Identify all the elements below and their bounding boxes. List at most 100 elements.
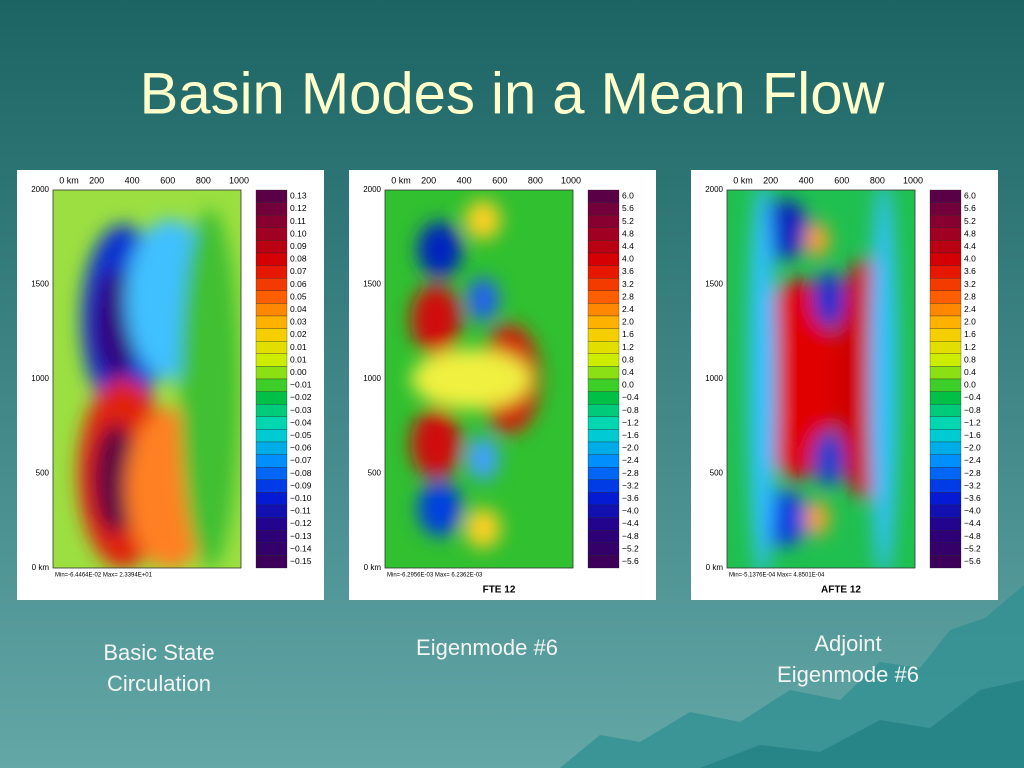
x-tick-label: 200: [89, 175, 104, 185]
colorbar-label: −0.03: [290, 405, 312, 415]
colorbar-label: 6.0: [964, 191, 976, 201]
contour-blob: [417, 480, 462, 537]
colorbar-swatch: [255, 391, 288, 405]
contour-blob: [466, 436, 499, 481]
contour-fields: [410, 199, 541, 549]
colorbar-swatch: [255, 353, 288, 367]
plot-subtitle: AFTE 12: [821, 585, 861, 596]
colorbar-swatch: [929, 278, 962, 291]
colorbar-swatch: [587, 530, 620, 543]
colorbar-label: −0.12: [290, 518, 312, 528]
colorbar-label: −4.4: [622, 518, 639, 528]
contour-blob: [410, 408, 461, 479]
colorbar-swatch: [929, 290, 962, 304]
colorbar-label: −0.06: [290, 443, 312, 453]
colorbar-label: −4.4: [964, 518, 981, 528]
mountain-decoration: [560, 585, 1024, 768]
colorbar-swatch: [255, 215, 288, 228]
colorbar-label: 5.6: [622, 203, 634, 213]
colorbar-swatch: [255, 416, 288, 430]
x-tick-label: 800: [196, 175, 211, 185]
caption: Eigenmode #6: [777, 662, 919, 687]
x-tick-label: 600: [160, 175, 175, 185]
colorbar-swatch: [255, 303, 288, 317]
colorbar-label: −0.14: [290, 543, 312, 553]
colorbar-swatch: [255, 252, 288, 266]
colorbar-label: 0.06: [290, 279, 307, 289]
colorbar-label: 4.0: [622, 254, 634, 264]
colorbar-swatch: [587, 542, 620, 556]
colorbar-swatch: [587, 479, 620, 493]
colorbar-swatch: [587, 252, 620, 266]
y-tick-label: 500: [710, 469, 724, 478]
colorbar-swatch: [255, 240, 288, 254]
colorbar-swatch: [929, 227, 962, 241]
colorbar-label: 0.09: [290, 241, 307, 251]
contour-blob: [464, 199, 501, 240]
plot-subtitle: FTE 12: [483, 585, 516, 596]
colorbar-label: 2.0: [964, 317, 976, 327]
contour-plot: [727, 190, 915, 568]
y-tick-label: 1500: [705, 280, 723, 289]
colorbar-swatch: [929, 391, 962, 405]
colorbar-label: 0.00: [290, 367, 307, 377]
colorbar-label: −4.0: [622, 506, 639, 516]
colorbar-label: −1.6: [964, 430, 981, 440]
x-tick-label: 200: [763, 175, 778, 185]
colorbar-label: −0.15: [290, 556, 312, 566]
colorbar-label: 3.2: [964, 279, 976, 289]
colorbar-label: −4.8: [622, 531, 639, 541]
caption: Eigenmode #6: [416, 635, 558, 660]
colorbar-label: 1.2: [964, 342, 976, 352]
colorbar-swatch: [255, 467, 288, 480]
colorbar-label: −2.0: [622, 443, 639, 453]
y-tick-label: 0 km: [32, 563, 50, 572]
colorbar-label: 3.2: [622, 279, 634, 289]
colorbar-swatch: [587, 290, 620, 304]
x-tick-label: 800: [870, 175, 885, 185]
colorbar-swatch: [255, 429, 288, 443]
colorbar-swatch: [255, 366, 288, 380]
colorbar-label: 0.0: [622, 380, 634, 390]
caption: Circulation: [107, 671, 211, 696]
colorbar-swatch: [929, 416, 962, 430]
colorbar-swatch: [929, 328, 962, 342]
contour-blob: [466, 277, 499, 322]
colorbar-label: −0.8: [622, 405, 639, 415]
colorbar-swatch: [929, 240, 962, 254]
colorbar-swatch: [255, 202, 288, 216]
colorbar-swatch: [255, 454, 288, 468]
colorbar-swatch: [255, 278, 288, 291]
colorbar-label: −3.2: [964, 480, 981, 490]
colorbar-label: 1.6: [964, 329, 976, 339]
contour-fields: [78, 209, 240, 568]
colorbar-label: −0.05: [290, 430, 312, 440]
y-tick-label: 1500: [363, 280, 381, 289]
colorbar-swatch: [255, 315, 288, 329]
colorbar-swatch: [929, 404, 962, 417]
colorbar-label: −1.2: [964, 417, 981, 427]
x-tick-label: 0 km: [59, 175, 79, 185]
figure-panel: 0 km 200 400 600 800 1000 2000 1500 1000 500 0 km 6…: [691, 170, 998, 600]
plot-frame: [384, 189, 574, 569]
contour-blob: [464, 508, 501, 549]
colorbar-label: −0.10: [290, 493, 312, 503]
colorbar-label: −0.01: [290, 380, 312, 390]
colorbar-label: 5.6: [964, 203, 976, 213]
colorbar-swatch: [587, 353, 620, 367]
colorbar-label: 3.6: [622, 266, 634, 276]
x-tick-label: 1000: [561, 175, 581, 185]
colorbar-label: −0.09: [290, 480, 312, 490]
colorbar-label: −5.6: [622, 556, 639, 566]
colorbar-swatch: [929, 441, 962, 455]
colorbar-swatch: [255, 492, 288, 506]
colorbar-swatch: [929, 555, 962, 569]
colorbar-label: 4.4: [964, 241, 976, 251]
colorbar-label: 0.13: [290, 191, 307, 201]
contour-blob: [410, 284, 461, 355]
x-tick-label: 1000: [903, 175, 923, 185]
colorbar-swatch: [929, 202, 962, 216]
colorbar-label: −1.6: [622, 430, 639, 440]
colorbar-label: −0.07: [290, 455, 312, 465]
colorbar-label: 0.4: [622, 367, 634, 377]
